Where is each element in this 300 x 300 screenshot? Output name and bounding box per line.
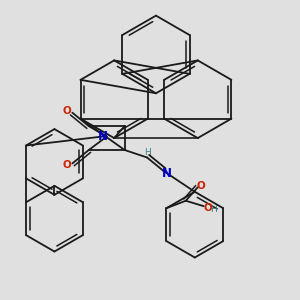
Text: O: O bbox=[63, 106, 71, 116]
Text: O: O bbox=[203, 202, 212, 213]
Text: N: N bbox=[98, 130, 108, 143]
Text: O: O bbox=[197, 182, 206, 191]
Text: H: H bbox=[210, 205, 217, 214]
Text: O: O bbox=[63, 160, 71, 170]
Text: N: N bbox=[161, 167, 171, 180]
Text: H: H bbox=[144, 148, 150, 157]
